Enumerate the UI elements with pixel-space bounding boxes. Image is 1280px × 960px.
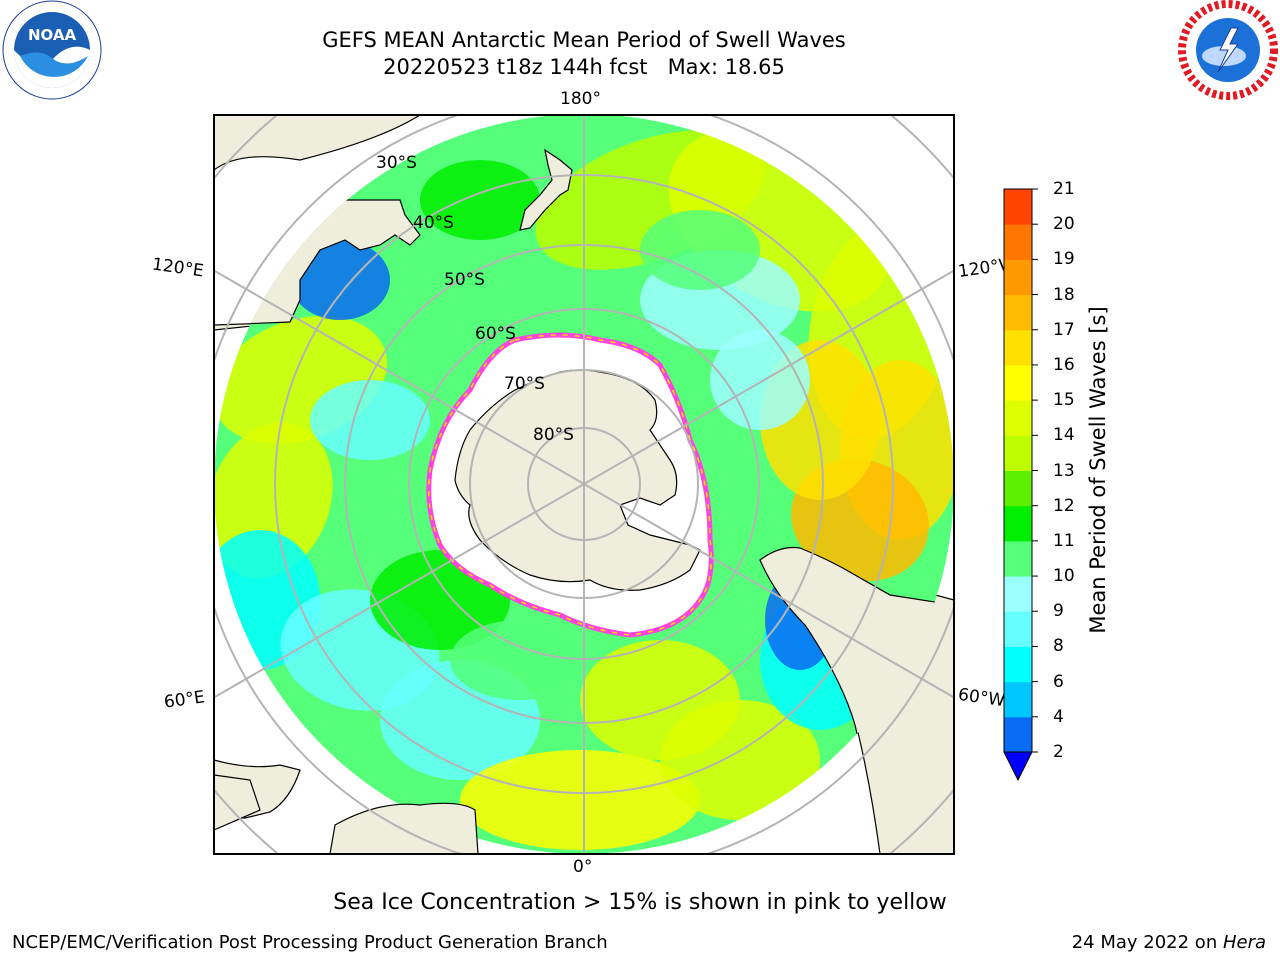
noaa-logo-text: NOAA <box>28 26 77 44</box>
swell-period-region <box>460 750 700 850</box>
colorbar-tick-label: 17 <box>1053 319 1075 340</box>
colorbar-block <box>1004 681 1032 718</box>
swell-period-region <box>640 210 760 290</box>
chart-title-line1: GEFS MEAN Antarctic Mean Period of Swell… <box>322 28 846 52</box>
nws-logo <box>1178 0 1278 100</box>
colorbar-block <box>1004 611 1032 647</box>
colorbar-tick-label: 21 <box>1053 179 1075 199</box>
colorbar-block <box>1004 329 1032 366</box>
footer-date: 24 May 2022 on Hera <box>1072 932 1266 953</box>
colorbar-block <box>1004 259 1032 296</box>
lon-label-0: 0° <box>573 857 593 877</box>
colorbar-block <box>1004 470 1032 507</box>
lat-label-70s: 70°S <box>504 374 545 394</box>
noaa-logo: NOAA <box>2 0 102 100</box>
swell-period-region <box>450 620 590 700</box>
colorbar-tick-label: 10 <box>1053 566 1075 587</box>
colorbar-tick-label: 9 <box>1053 601 1064 622</box>
colorbar-block <box>1004 400 1032 436</box>
colorbar-block <box>1004 364 1032 401</box>
swell-period-region <box>660 700 820 820</box>
swell-period-field <box>214 114 954 854</box>
colorbar-block <box>1004 435 1032 471</box>
colorbar <box>1003 188 1038 782</box>
swell-period-region <box>310 380 430 460</box>
lat-label-80s: 80°S <box>533 425 574 445</box>
colorbar-tick-label: 13 <box>1053 460 1075 481</box>
chart-title-line2: 20220523 t18z 144h fcst Max: 18.65 <box>383 55 785 79</box>
footer-machine: Hera <box>1222 932 1266 953</box>
colorbar-block <box>1004 576 1032 612</box>
colorbar-block <box>1004 505 1032 542</box>
map-frame <box>213 114 955 855</box>
colorbar-tick-label: 8 <box>1053 636 1064 657</box>
colorbar-tick-label: 15 <box>1053 390 1075 411</box>
lat-label-30s: 30°S <box>376 153 417 173</box>
colorbar-block <box>1004 189 1032 225</box>
colorbar-tick-label: 19 <box>1053 249 1075 270</box>
colorbar-tick-label: 18 <box>1053 284 1075 305</box>
sea-ice-note: Sea Ice Concentration > 15% is shown in … <box>333 890 947 915</box>
lon-label-180: 180° <box>560 89 601 109</box>
colorbar-tick-label: 20 <box>1053 214 1075 235</box>
colorbar-block <box>1004 646 1032 683</box>
colorbar-tick-label: 2 <box>1053 742 1064 762</box>
lat-label-40s: 40°S <box>413 213 454 233</box>
footer-producer: NCEP/EMC/Verification Post Processing Pr… <box>12 932 608 953</box>
colorbar-tick-label: 11 <box>1053 530 1075 551</box>
colorbar-under-triangle <box>1003 751 1033 782</box>
lat-label-60s: 60°S <box>475 324 516 344</box>
colorbar-block <box>1004 716 1032 753</box>
swell-period-region <box>290 240 390 320</box>
graticule <box>214 115 954 854</box>
colorbar-tick-label: 4 <box>1053 706 1064 727</box>
lat-label-50s: 50°S <box>444 270 485 290</box>
colorbar-block <box>1004 540 1032 577</box>
colorbar-tick-label: 12 <box>1053 495 1075 516</box>
colorbar-block <box>1004 224 1032 260</box>
colorbar-tick-label: 6 <box>1053 671 1064 692</box>
colorbar-block <box>1004 294 1032 331</box>
colorbar-tick-label: 14 <box>1053 425 1075 446</box>
footer-date-text: 24 May 2022 on <box>1071 932 1223 953</box>
swell-period-region <box>420 160 540 240</box>
colorbar-tick-label: 16 <box>1053 354 1075 375</box>
colorbar-label: Mean Period of Swell Waves [s] <box>1086 306 1110 634</box>
